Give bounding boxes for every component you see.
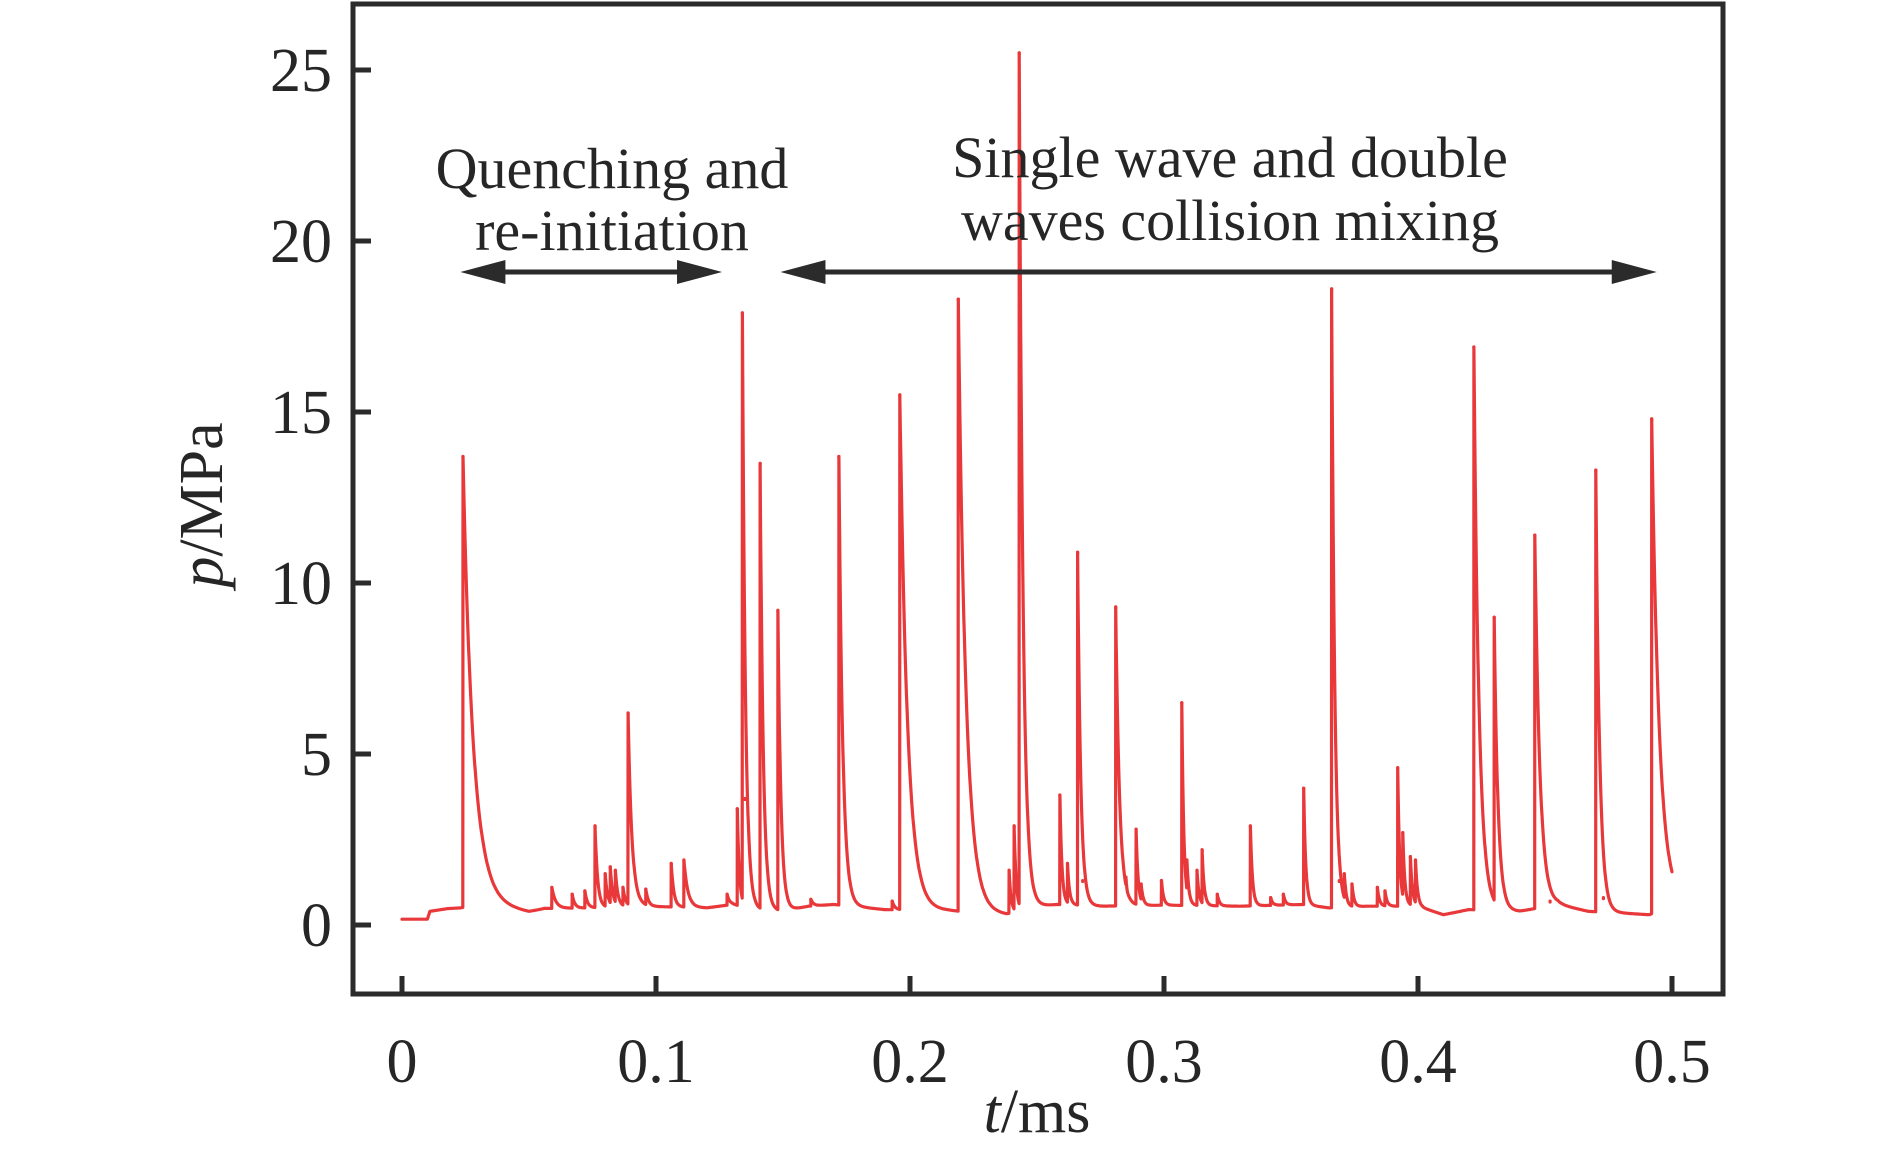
annotation-left-line2: re-initiation: [475, 198, 749, 263]
annotation-arrow-left: [460, 260, 723, 284]
y-axis-unit: /MPa: [168, 422, 236, 556]
ticks-layer: 0 0.1 0.2 0.3 0.4 0.5 0 5 10 15 20 25: [270, 37, 1711, 1096]
x-tick-label: 0.1: [617, 1028, 695, 1096]
annotation-right-line2: waves collision mixing: [961, 188, 1499, 253]
arrow-head-left: [460, 260, 506, 284]
plot-frame: [350, 1, 1726, 997]
y-tick-label: 25: [270, 37, 332, 105]
x-tick-label: 0.3: [1125, 1028, 1203, 1096]
y-axis-title: p/MPa: [168, 422, 236, 591]
y-axis-var: p: [168, 557, 236, 592]
annotation-arrow-right: [780, 260, 1657, 284]
annotation-left-line1: Quenching and: [436, 136, 789, 201]
y-tick-label: 5: [301, 721, 332, 789]
y-tick-label: 20: [270, 208, 332, 276]
x-tick-label: 0.5: [1633, 1028, 1711, 1096]
x-axis-unit: /ms: [1001, 1078, 1091, 1146]
annotations-layer: Quenching and re-initiation Single wave …: [436, 125, 1508, 263]
x-axis-var: t: [984, 1078, 1003, 1146]
x-tick-label: 0.4: [1379, 1028, 1457, 1096]
y-tick-label: 10: [270, 550, 332, 618]
series-line-pressure: [400, 51, 1674, 921]
x-axis-title: t/ms: [984, 1078, 1091, 1146]
arrow-head-right: [677, 260, 723, 284]
x-tick-label: 0.2: [871, 1028, 949, 1096]
arrow-head-right: [1611, 260, 1657, 284]
y-tick-label: 15: [270, 379, 332, 447]
annotation-right-line1: Single wave and double: [952, 125, 1508, 190]
arrows-layer: [460, 260, 1657, 284]
y-tick-label: 0: [301, 892, 332, 960]
series-layer: [400, 51, 1674, 921]
x-tick-label: 0: [387, 1028, 418, 1096]
arrow-head-left: [780, 260, 826, 284]
